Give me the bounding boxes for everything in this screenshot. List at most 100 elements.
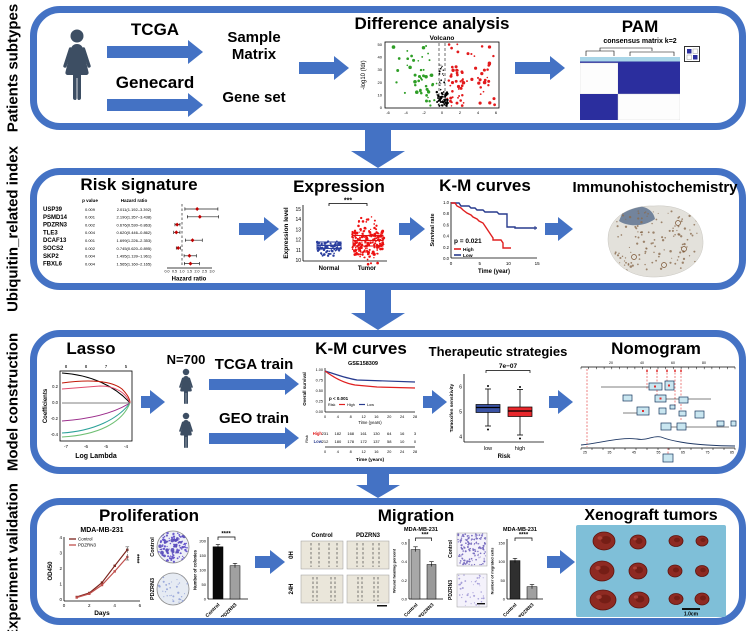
svg-text:4: 4 [459, 435, 462, 441]
svg-text:PSMD14: PSMD14 [43, 215, 68, 221]
svg-text:PDZRN3: PDZRN3 [448, 579, 454, 599]
svg-text:Wound healing percent: Wound healing percent [392, 548, 397, 593]
km-train-high-curve [324, 370, 416, 389]
svg-text:0.745(0.620–0.895): 0.745(0.620–0.895) [117, 246, 153, 251]
nomogram-variable-boxes [622, 380, 737, 463]
expression-boxplot: *** Expression level 15 14 13 12 11 10 Normal… [283, 198, 387, 272]
tumor-points [351, 227, 386, 256]
svg-text:Control: Control [78, 536, 93, 541]
svg-text:PDZRN3: PDZRN3 [43, 223, 68, 229]
svg-text:MDA-MB-231: MDA-MB-231 [404, 527, 438, 533]
svg-text:Control: Control [311, 533, 333, 539]
svg-text:Low: Low [314, 439, 323, 444]
tcga-train-arrow [209, 373, 299, 395]
transwell-pdzrn3-cells [458, 573, 485, 606]
sample-matrix-label: Sample Matrix [227, 28, 281, 63]
xenograft-title: Xenograft tumors [584, 506, 718, 524]
pam-block: PAM consensus matrix k=2 [567, 17, 713, 120]
svg-text:8: 8 [85, 364, 88, 369]
svg-text:Hazard ratio: Hazard ratio [121, 198, 148, 203]
svg-text:2.011(1.192–3.392): 2.011(1.192–3.392) [117, 207, 152, 212]
svg-text:0.8: 0.8 [443, 211, 449, 216]
svg-text:6: 6 [495, 110, 498, 115]
svg-text:1.495(1.139–1.961): 1.495(1.139–1.961) [117, 254, 153, 259]
svg-text:0.0: 0.0 [52, 400, 58, 405]
svg-text:4: 4 [113, 603, 116, 608]
svg-text:0.004: 0.004 [85, 261, 96, 266]
svg-text:15: 15 [295, 207, 301, 213]
svg-text:24: 24 [400, 450, 404, 454]
svg-text:10: 10 [400, 439, 405, 444]
dendrogram [585, 47, 675, 56]
svg-text:8: 8 [350, 415, 352, 419]
volcano-yticks: 50 40 30 20 10 0 [378, 42, 383, 110]
svg-text:16: 16 [400, 431, 405, 436]
svg-text:100: 100 [498, 559, 505, 564]
lasso-title: Lasso [66, 339, 116, 358]
svg-text:0.2: 0.2 [443, 245, 449, 250]
svg-text:0: 0 [503, 596, 506, 601]
svg-text:Normal: Normal [319, 266, 340, 272]
nomogram-block: Nomogram 20 40 60 80 [573, 339, 739, 465]
svg-text:6: 6 [459, 385, 462, 391]
svg-text:-log10 (fdr): -log10 (fdr) [361, 60, 367, 89]
svg-text:0.4: 0.4 [443, 234, 449, 239]
km-low-curve [451, 202, 537, 229]
tcga-arrow [107, 39, 203, 64]
svg-text:55: 55 [657, 451, 661, 455]
flow-arrow-down-1 [351, 127, 405, 168]
forest-rows: USP39 0.009 2.011(1.192–3.392) PSMD14 0.001 2… [43, 207, 219, 268]
svg-text:-4: -4 [404, 110, 408, 115]
nomogram-plot: 20 40 60 80 [580, 361, 737, 463]
svg-text:Time (year): Time (year) [478, 269, 510, 275]
svg-text:12: 12 [295, 238, 301, 244]
svg-text:Log Lambda: Log Lambda [75, 453, 117, 460]
geo-train-label: GEO train [218, 410, 289, 427]
km-curves-title: K-M curves [439, 176, 531, 195]
svg-text:28: 28 [413, 415, 417, 419]
svg-text:0: 0 [324, 415, 326, 419]
svg-text:16: 16 [374, 450, 378, 454]
svg-text:40: 40 [378, 55, 383, 60]
svg-text:4: 4 [477, 110, 480, 115]
svg-text:14: 14 [295, 217, 301, 223]
growth-curve-plot: MDA-MB-231 OD450 4 3 2 1 0 0 2 4 6 Days Control… [48, 527, 142, 617]
data-source-arrows: TCGA Genecard [107, 20, 203, 117]
svg-text:180: 180 [335, 439, 342, 444]
svg-text:212: 212 [322, 439, 329, 444]
svg-text:0.50: 0.50 [316, 389, 323, 393]
svg-text:10: 10 [378, 92, 383, 97]
flow-arrow-right [299, 56, 349, 80]
proliferation-title: Proliferation [98, 505, 200, 525]
svg-text:0.0: 0.0 [165, 270, 170, 274]
svg-text:High: High [313, 431, 323, 436]
svg-text:12: 12 [361, 415, 365, 419]
patient-icon [63, 29, 91, 100]
flow-arrow-right [255, 549, 285, 574]
km-curves-block: K-M curves Survival rate 1.0 0.8 0.6 0.4 0.2… [425, 176, 545, 282]
svg-text:8: 8 [65, 364, 68, 369]
migrated-cells-bars [509, 557, 538, 599]
n700-label: N=700 [166, 352, 206, 367]
svg-text:0: 0 [450, 261, 453, 266]
svg-text:0.004: 0.004 [85, 254, 96, 259]
svg-text:Tumor: Tumor [358, 266, 377, 272]
risk-signature-block: Risk signature p value Hazard ratio USP3… [41, 175, 237, 283]
lasso-plot: 8 8 7 5 0.2 0.0 -0.2 -0.4 Coefficients -7 -6 -5 -… [43, 364, 133, 460]
colony-bars [212, 543, 241, 599]
wound-healing-bars [410, 545, 437, 599]
svg-text:PDZRN3: PDZRN3 [356, 533, 381, 539]
svg-text:0.002: 0.002 [85, 246, 96, 251]
svg-text:-0.4: -0.4 [51, 432, 59, 437]
svg-text:5: 5 [459, 410, 462, 416]
svg-text:****: **** [519, 532, 529, 538]
forest-plot: p value Hazard ratio USP39 0.009 2.011(1.1… [43, 198, 219, 283]
transwell-control-cells [457, 532, 487, 566]
flow-arrow-right [141, 390, 165, 414]
svg-text:0.0: 0.0 [401, 596, 407, 601]
svg-text:20: 20 [387, 450, 391, 454]
ihc-block: Immunohistochemistry [572, 178, 738, 281]
svg-text:24H: 24H [289, 583, 295, 594]
risk-signature-title: Risk signature [80, 175, 198, 194]
svg-text:Survival rate: Survival rate [430, 213, 436, 246]
